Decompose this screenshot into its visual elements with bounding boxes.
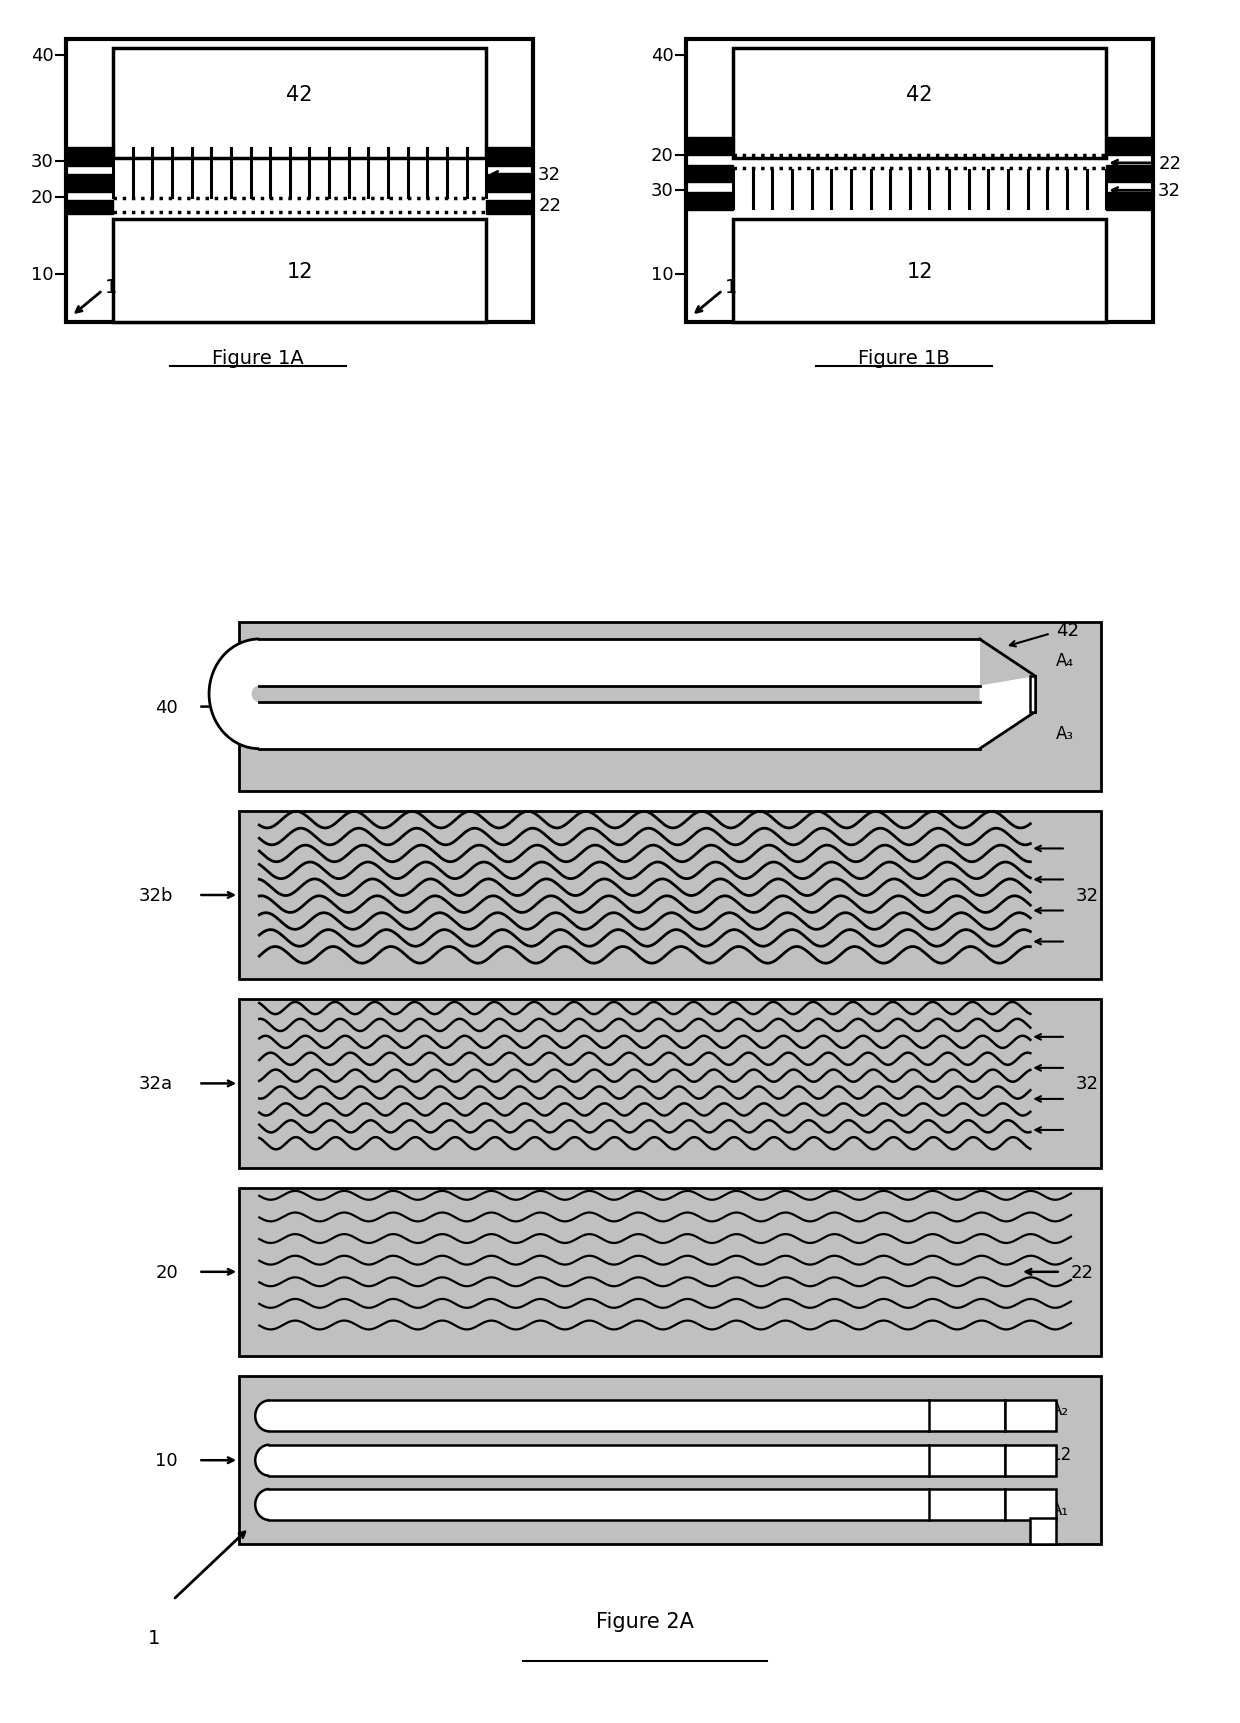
Bar bbox=[486, 148, 533, 167]
Bar bbox=[929, 1446, 1004, 1477]
Bar bbox=[66, 148, 113, 167]
Text: 42: 42 bbox=[1055, 622, 1079, 639]
Text: 32: 32 bbox=[1076, 886, 1099, 905]
Polygon shape bbox=[255, 1446, 269, 1477]
Text: 32: 32 bbox=[1076, 1075, 1099, 1092]
Bar bbox=[733, 50, 1106, 159]
Text: 20: 20 bbox=[651, 146, 673, 165]
Text: 1: 1 bbox=[148, 1628, 160, 1647]
Polygon shape bbox=[980, 639, 1035, 677]
Text: 40: 40 bbox=[155, 698, 179, 717]
Polygon shape bbox=[255, 1401, 269, 1432]
Text: A₄: A₄ bbox=[1055, 651, 1074, 670]
Text: 10: 10 bbox=[155, 1451, 179, 1470]
Bar bbox=[1106, 165, 1153, 183]
Text: 32: 32 bbox=[538, 165, 562, 184]
Bar bbox=[239, 624, 1101, 791]
Text: 12: 12 bbox=[906, 262, 932, 281]
Bar bbox=[486, 202, 533, 215]
Bar bbox=[239, 1187, 1101, 1356]
Bar bbox=[1106, 138, 1153, 155]
Bar bbox=[113, 50, 486, 159]
Bar bbox=[1004, 1401, 1055, 1432]
Text: 12: 12 bbox=[1050, 1444, 1071, 1463]
Text: Figure 2A: Figure 2A bbox=[596, 1611, 693, 1632]
Text: 42: 42 bbox=[286, 84, 312, 105]
Bar bbox=[1106, 193, 1153, 210]
Text: 1: 1 bbox=[105, 279, 118, 298]
Text: 32a: 32a bbox=[139, 1075, 174, 1092]
Text: 1: 1 bbox=[725, 279, 738, 298]
Text: 32b: 32b bbox=[139, 886, 174, 905]
Text: 20: 20 bbox=[155, 1263, 179, 1282]
Text: 10: 10 bbox=[31, 265, 53, 284]
Polygon shape bbox=[980, 677, 1035, 750]
Bar bbox=[269, 1401, 929, 1432]
Bar bbox=[1030, 1518, 1055, 1544]
Polygon shape bbox=[210, 639, 259, 750]
Bar bbox=[66, 202, 113, 215]
Bar bbox=[239, 1377, 1101, 1544]
Text: 32: 32 bbox=[1158, 183, 1182, 200]
Bar bbox=[259, 639, 980, 686]
Bar bbox=[686, 193, 733, 210]
Polygon shape bbox=[255, 1489, 269, 1520]
Bar bbox=[269, 1489, 929, 1520]
Bar bbox=[239, 812, 1101, 980]
Text: 40: 40 bbox=[31, 47, 53, 65]
Bar bbox=[486, 176, 533, 193]
Bar bbox=[1004, 1489, 1055, 1520]
Text: 22: 22 bbox=[538, 196, 562, 215]
Text: 22: 22 bbox=[1071, 1263, 1094, 1282]
Text: A₂: A₂ bbox=[1050, 1401, 1069, 1418]
Text: 30: 30 bbox=[651, 183, 673, 200]
Bar bbox=[733, 221, 1106, 324]
Bar bbox=[929, 1401, 1004, 1432]
Text: A₁: A₁ bbox=[1050, 1501, 1069, 1518]
Polygon shape bbox=[980, 712, 1035, 750]
Text: Figure 1B: Figure 1B bbox=[858, 350, 950, 369]
Text: 42: 42 bbox=[906, 84, 932, 105]
Bar bbox=[66, 40, 533, 324]
Bar bbox=[686, 40, 1153, 324]
Bar bbox=[1004, 1446, 1055, 1477]
Text: Figure 1A: Figure 1A bbox=[212, 350, 304, 369]
Bar bbox=[686, 138, 733, 155]
Bar bbox=[269, 1446, 929, 1477]
Text: 22: 22 bbox=[1158, 155, 1182, 172]
Text: A₃: A₃ bbox=[1055, 725, 1074, 743]
Bar bbox=[259, 703, 980, 750]
Text: 20: 20 bbox=[31, 188, 53, 207]
Bar bbox=[239, 999, 1101, 1168]
Text: 10: 10 bbox=[651, 265, 673, 284]
Bar bbox=[66, 176, 113, 193]
Text: 40: 40 bbox=[651, 47, 673, 65]
Bar bbox=[686, 165, 733, 183]
Bar bbox=[929, 1489, 1004, 1520]
Bar bbox=[113, 221, 486, 324]
Text: 30: 30 bbox=[31, 153, 53, 171]
Bar bbox=[1030, 677, 1035, 712]
Text: 12: 12 bbox=[286, 262, 312, 281]
